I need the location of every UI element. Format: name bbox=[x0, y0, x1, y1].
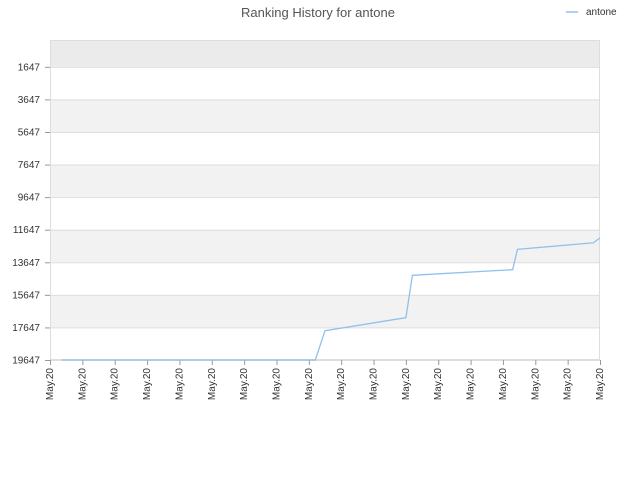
y-tick-label: 5647 bbox=[18, 127, 41, 138]
chart-title: Ranking History for antone bbox=[241, 5, 395, 20]
plot-band bbox=[50, 327, 600, 360]
y-tick-label: 15647 bbox=[12, 290, 40, 301]
x-tick-label: May.20 bbox=[110, 368, 121, 400]
x-tick-label: May.20 bbox=[466, 368, 477, 400]
plot-band bbox=[50, 99, 600, 132]
plot-band bbox=[50, 66, 600, 100]
y-tick-label: 9647 bbox=[18, 193, 41, 204]
x-tick-label: May.20 bbox=[304, 368, 315, 400]
x-axis-ticks: May.20 May.20 May.20 May.20 May.20 May.20 May.… bbox=[45, 360, 606, 400]
x-tick-label: May.20 bbox=[207, 368, 218, 400]
plot-band bbox=[50, 131, 600, 165]
x-tick-label: May.20 bbox=[77, 368, 88, 400]
gridlines bbox=[50, 66, 600, 361]
x-tick-label: May.20 bbox=[595, 368, 606, 400]
x-tick-label: May.20 bbox=[563, 368, 574, 400]
plot-background-bands bbox=[50, 40, 600, 360]
x-tick-label: May.20 bbox=[336, 368, 347, 400]
x-tick-label: May.20 bbox=[369, 368, 380, 400]
plot-band bbox=[50, 262, 600, 295]
x-tick-label: May.20 bbox=[174, 368, 185, 400]
plot-band bbox=[50, 197, 600, 230]
plot-band bbox=[50, 294, 600, 328]
y-tick-label: 3647 bbox=[18, 95, 41, 106]
series-line-antone bbox=[62, 237, 601, 361]
x-tick-label: May.20 bbox=[239, 368, 250, 400]
x-tick-label: May.20 bbox=[530, 368, 541, 400]
y-tick-label: 1647 bbox=[18, 62, 41, 73]
plot-band bbox=[50, 164, 600, 198]
plot-frame bbox=[50, 40, 600, 360]
x-tick-label: May.20 bbox=[433, 368, 444, 400]
plot-band-top bbox=[50, 40, 600, 67]
y-tick-label: 7647 bbox=[18, 160, 41, 171]
x-tick-label: May.20 bbox=[45, 368, 56, 400]
y-tick-label: 11647 bbox=[13, 225, 41, 236]
y-axis-ticks: 1647 3647 5647 7647 9647 11647 13647 15647 17647… bbox=[12, 62, 50, 367]
legend-label-antone: antone bbox=[586, 7, 617, 18]
y-tick-label: 19647 bbox=[12, 356, 40, 367]
series-lines bbox=[62, 237, 601, 361]
x-tick-label: May.20 bbox=[401, 368, 412, 400]
plot-border bbox=[50, 40, 600, 360]
plot-band bbox=[50, 229, 600, 263]
legend: antone bbox=[566, 7, 617, 18]
x-tick-label: May.20 bbox=[498, 368, 509, 400]
y-tick-label: 17647 bbox=[12, 323, 40, 334]
x-tick-label: May.20 bbox=[271, 368, 282, 400]
y-tick-label: 13647 bbox=[12, 258, 40, 269]
x-tick-label: May.20 bbox=[142, 368, 153, 400]
